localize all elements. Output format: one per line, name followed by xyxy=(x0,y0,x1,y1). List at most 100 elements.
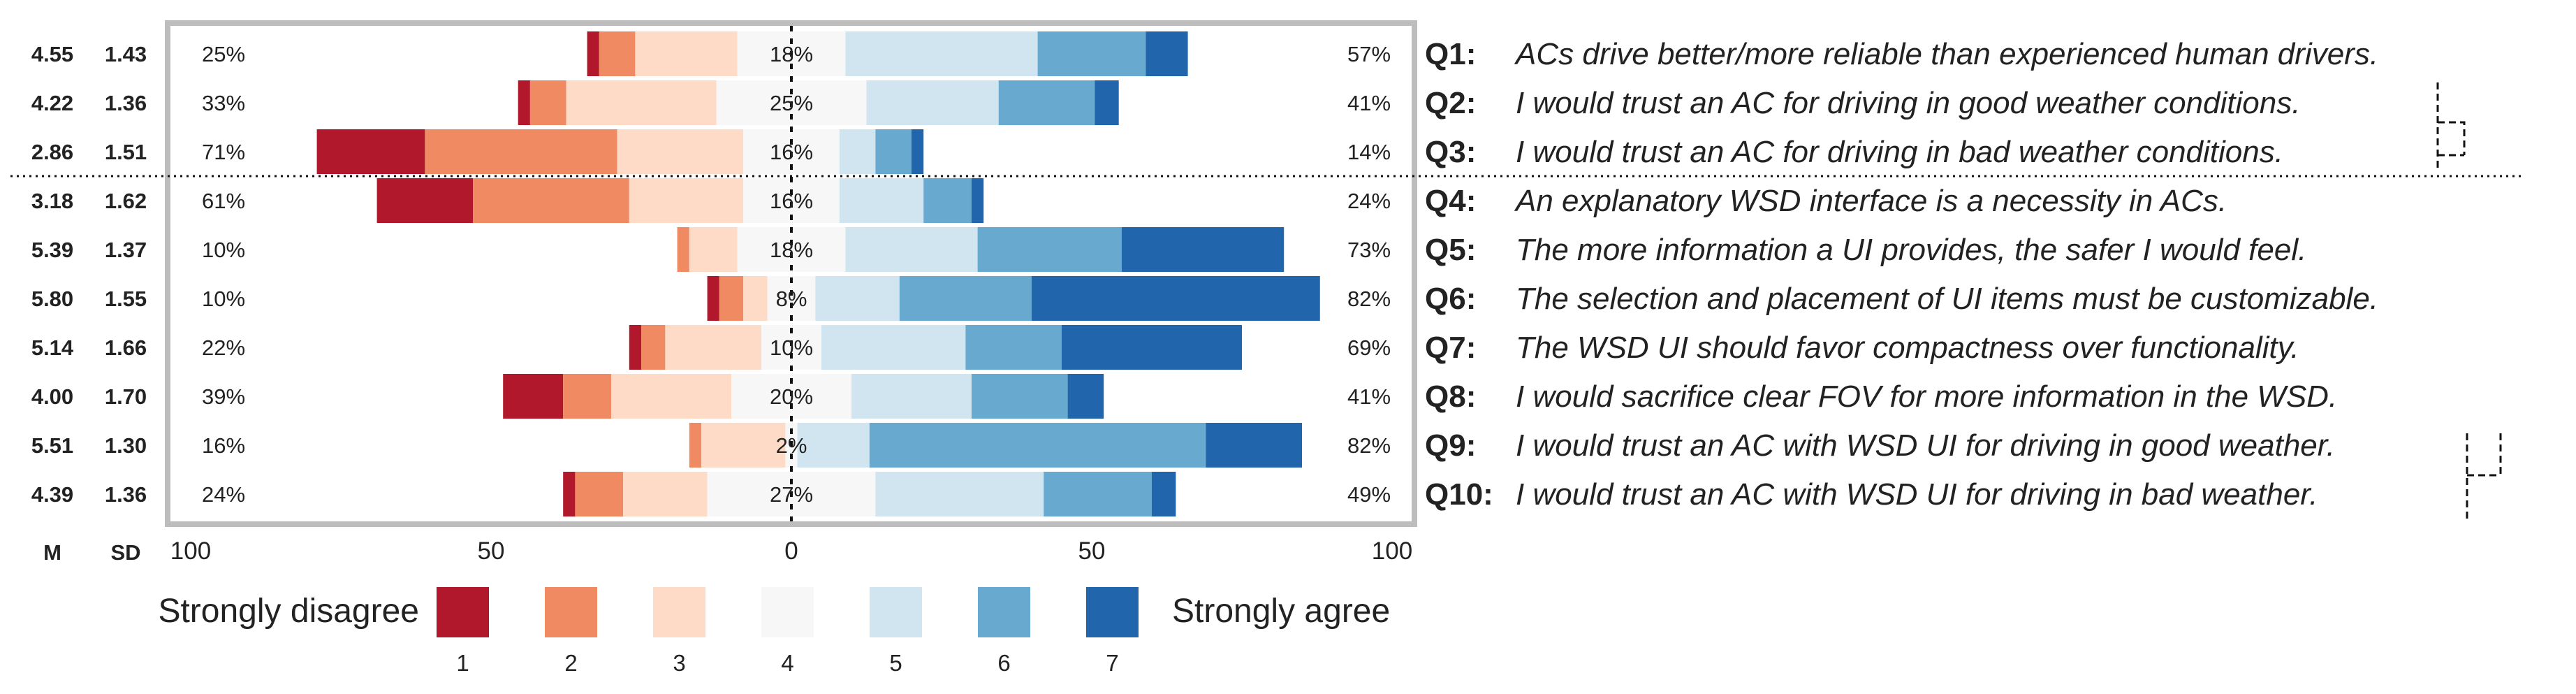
row-neutral-percent: 20% xyxy=(770,384,813,409)
row-sd: 1.70 xyxy=(105,384,147,409)
question-text: I would sacrifice clear FOV for more inf… xyxy=(1516,379,2337,414)
row-mean: 4.00 xyxy=(31,384,73,409)
bar-segment-8-level-1 xyxy=(503,374,564,419)
bar-segment-3-level-3 xyxy=(617,129,744,174)
row-positive-percent: 82% xyxy=(1347,287,1391,311)
legend-swatch-5 xyxy=(870,587,922,637)
row-neutral-percent: 18% xyxy=(770,42,813,66)
bar-segment-1-level-3 xyxy=(635,31,738,76)
row-sd: 1.37 xyxy=(105,238,147,262)
bar-segment-6-level-5 xyxy=(815,276,900,321)
row-sd: 1.43 xyxy=(105,42,147,66)
question-id: Q3: xyxy=(1425,135,1476,169)
bar-segment-6-level-3 xyxy=(743,276,768,321)
mean-header: M xyxy=(43,540,61,565)
row-text-layer: 4.55 1.43 25% 18% 57% Q1: ACs drive better/mor… xyxy=(31,37,2378,512)
question-text: The selection and placement of UI items … xyxy=(1516,282,2378,316)
bar-segment-8-level-7 xyxy=(1067,374,1104,419)
bar-segment-3-level-7 xyxy=(912,129,924,174)
bar-segment-10-level-5 xyxy=(875,472,1044,516)
row-negative-percent: 71% xyxy=(202,140,245,164)
legend-swatch-3 xyxy=(653,587,705,637)
bar-segment-9-level-7 xyxy=(1206,423,1302,468)
bar-segment-10-level-1 xyxy=(563,472,576,516)
row-neutral-percent: 16% xyxy=(770,140,813,164)
row-positive-percent: 82% xyxy=(1347,433,1391,458)
row-positive-percent: 73% xyxy=(1347,238,1391,262)
row-positive-percent: 69% xyxy=(1347,335,1391,360)
bar-segment-3-level-5 xyxy=(839,129,876,174)
bar-segment-9-level-3 xyxy=(701,423,786,468)
bar-segment-4-level-5 xyxy=(839,178,924,223)
question-text: ACs drive better/more reliable than expe… xyxy=(1514,37,2378,71)
row-negative-percent: 25% xyxy=(202,42,245,66)
row-sd: 1.62 xyxy=(105,189,147,213)
legend-swatch-2 xyxy=(545,587,597,637)
question-id: Q6: xyxy=(1425,282,1476,316)
row-neutral-percent: 18% xyxy=(770,238,813,262)
row-mean: 3.18 xyxy=(31,189,73,213)
row-negative-percent: 61% xyxy=(202,189,245,213)
stat-headers: M SD xyxy=(43,540,140,565)
bar-segment-10-level-2 xyxy=(575,472,624,516)
question-id: Q9: xyxy=(1425,428,1476,463)
bar-segment-6-level-1 xyxy=(707,276,719,321)
bar-segment-1-level-2 xyxy=(599,31,636,76)
row-neutral-percent: 2% xyxy=(776,433,807,458)
row-positive-percent: 24% xyxy=(1347,189,1391,213)
legend-level-label: 1 xyxy=(456,650,469,676)
bar-segment-3-level-2 xyxy=(425,129,617,174)
question-id: Q7: xyxy=(1425,331,1476,365)
bar-segment-10-level-6 xyxy=(1044,472,1152,516)
bar-segment-9-level-6 xyxy=(869,423,1206,468)
legend-level-label: 2 xyxy=(564,650,577,676)
row-mean: 4.39 xyxy=(31,482,73,507)
row-neutral-percent: 25% xyxy=(770,91,813,115)
bar-segment-8-level-3 xyxy=(611,374,731,419)
row-sd: 1.36 xyxy=(105,91,147,115)
bar-segment-7-level-5 xyxy=(821,325,966,370)
x-axis-ticks: 100 50 0 50 100 xyxy=(170,537,1412,565)
question-id: Q8: xyxy=(1425,379,1476,414)
row-neutral-percent: 8% xyxy=(776,287,807,311)
row-negative-percent: 24% xyxy=(202,482,245,507)
row-negative-percent: 16% xyxy=(202,433,245,458)
bar-segment-8-level-6 xyxy=(972,374,1068,419)
bar-segment-1-level-5 xyxy=(845,31,1038,76)
legend-swatch-1 xyxy=(437,587,489,637)
legend-level-label: 6 xyxy=(997,650,1010,676)
bar-segment-1-level-6 xyxy=(1037,31,1146,76)
row-negative-percent: 33% xyxy=(202,91,245,115)
bar-segment-6-level-4 xyxy=(767,276,816,321)
legend-swatches: 1 2 3 4 5 6 7 xyxy=(437,587,1139,676)
row-positive-percent: 41% xyxy=(1347,91,1391,115)
legend-level-label: 4 xyxy=(781,650,793,676)
question-id: Q2: xyxy=(1425,86,1476,120)
bar-segment-5-level-7 xyxy=(1122,227,1285,272)
bracket-q9-q10 xyxy=(2466,433,2502,519)
bar-segment-10-level-3 xyxy=(623,472,708,516)
bar-segment-4-level-6 xyxy=(923,178,972,223)
legend-level-label: 7 xyxy=(1106,650,1118,676)
bar-segment-5-level-5 xyxy=(845,227,978,272)
row-mean: 2.86 xyxy=(31,140,73,164)
bar-segment-5-level-3 xyxy=(689,227,738,272)
bar-segment-6-level-7 xyxy=(1032,276,1320,321)
bar-segment-2-level-5 xyxy=(866,80,999,125)
bar-segment-2-level-7 xyxy=(1095,80,1119,125)
legend-right-label: Strongly agree xyxy=(1172,593,1390,630)
question-text: I would trust an AC with WSD UI for driv… xyxy=(1516,477,2318,512)
row-sd: 1.55 xyxy=(105,287,147,311)
row-mean: 4.55 xyxy=(31,42,73,66)
row-mean: 5.51 xyxy=(31,433,73,458)
row-positive-percent: 57% xyxy=(1347,42,1391,66)
bar-segment-3-level-1 xyxy=(316,129,425,174)
question-text: I would trust an AC for driving in bad w… xyxy=(1516,135,2283,169)
bar-segment-4-level-7 xyxy=(972,178,984,223)
bar-segment-2-level-2 xyxy=(529,80,566,125)
bar-segment-7-level-3 xyxy=(665,325,761,370)
question-text: I would trust an AC for driving in good … xyxy=(1516,86,2300,120)
row-mean: 5.80 xyxy=(31,287,73,311)
bar-segment-8-level-2 xyxy=(563,374,611,419)
